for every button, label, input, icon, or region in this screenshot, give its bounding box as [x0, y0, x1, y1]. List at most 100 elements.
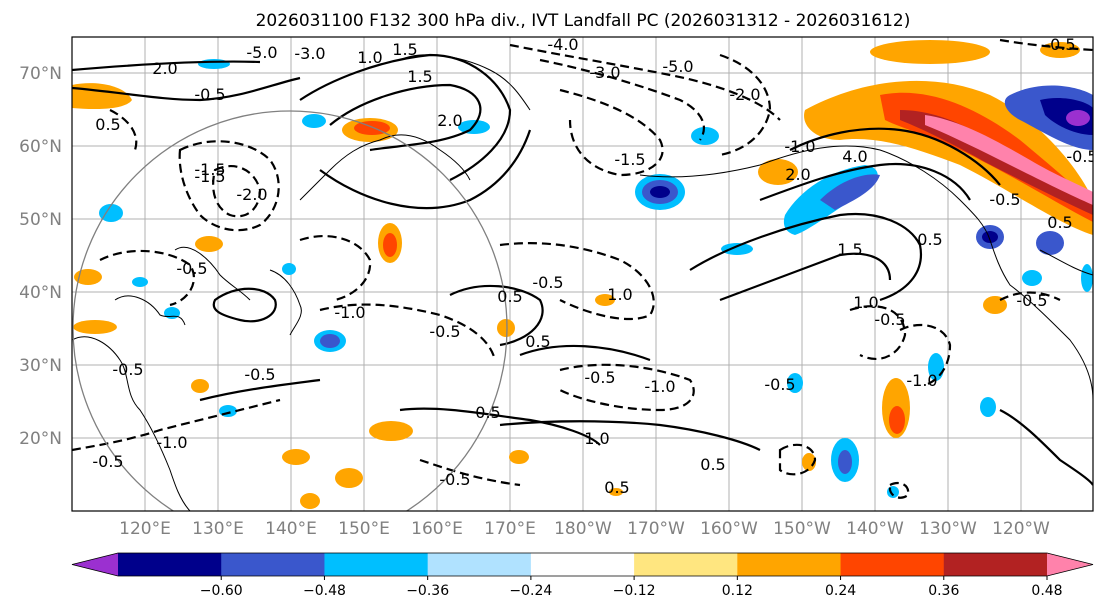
contour-label: -2.0: [236, 185, 267, 204]
contour-label: 0.5: [917, 230, 942, 249]
lon-label: 170°E: [484, 519, 536, 539]
contour-label: -0.5: [429, 322, 460, 341]
lat-label: 40°N: [19, 283, 62, 303]
contour-label: 2.0: [785, 165, 810, 184]
contour-label: 0.5: [604, 478, 629, 497]
lat-label: 70°N: [19, 64, 62, 84]
lon-label: 120°E: [119, 519, 171, 539]
contour-label: 1.5: [837, 240, 862, 259]
lon-label: 140°W: [846, 519, 904, 539]
colorbar-segment: [324, 553, 429, 576]
negative-contours: [72, 38, 1093, 499]
colorbar-segment: [427, 553, 532, 576]
contour-label: 1.0: [357, 48, 382, 67]
lon-label: 120°W: [992, 519, 1050, 539]
contour-label: -4.0: [547, 35, 578, 54]
divergence-fill: [72, 40, 1093, 509]
lon-label: 130°W: [919, 519, 977, 539]
colorbar-segment: [118, 553, 222, 576]
lat-label: 60°N: [19, 137, 62, 157]
colorbar-tick-label: −0.12: [613, 583, 656, 599]
lon-label: 150°E: [338, 519, 390, 539]
contour-label: 0.5: [95, 115, 120, 134]
contour-label: -0.5: [244, 365, 275, 384]
contour-label: -1.5: [194, 167, 225, 186]
colorbar-segment: [634, 553, 738, 576]
contour-label: 4.0: [842, 147, 867, 166]
contour-label: -1.0: [644, 377, 675, 396]
colorbar-segment: [737, 553, 842, 576]
contour-label: -0.5: [874, 310, 905, 329]
contour-label: 0.5: [525, 332, 550, 351]
colorbar: −0.60 −0.48 −0.36 −0.24 −0.12 0.12 0.24 0.36 0.4…: [71, 552, 1094, 599]
contour-label: 2.0: [437, 111, 462, 130]
contour-label: -0.5: [194, 85, 225, 104]
contour-label: -0.5: [439, 470, 470, 489]
contour-label: 2.0: [152, 59, 177, 78]
lon-label: 150°W: [773, 519, 831, 539]
contour-label: -1.0: [334, 303, 365, 322]
colorbar-tick-label: 0.12: [722, 583, 753, 599]
lon-label: 180°W: [554, 519, 612, 539]
lon-label: 140°E: [265, 519, 317, 539]
contour-label: -0.5: [1016, 291, 1047, 310]
contour-label: -5.0: [246, 43, 277, 62]
contour-label: -3.0: [589, 63, 620, 82]
colorbar-tick-label: −0.60: [200, 583, 243, 599]
gridlines: [72, 37, 1093, 511]
contour-label: -1.5: [194, 160, 225, 179]
landfall-region-circle: [72, 110, 508, 511]
contour-label: 1.5: [392, 40, 417, 59]
contour-label: -0.5: [764, 375, 795, 394]
contour-label: -0.5: [989, 190, 1020, 209]
colorbar-tick-label: 0.36: [928, 583, 959, 599]
contour-label: 1.5: [407, 67, 432, 86]
contour-label: -0.5: [532, 273, 563, 292]
colorbar-segment: [221, 553, 325, 576]
colorbar-segment: [530, 553, 635, 576]
contour-label: -1.5: [614, 150, 645, 169]
positive-contours: [72, 53, 1093, 486]
contour-label: -1.0: [906, 371, 937, 390]
latitude-labels: 70°N 60°N 50°N 40°N 30°N 20°N: [19, 64, 62, 449]
contour-label: -0.5: [92, 452, 123, 471]
plot-title: 2026031100 F132 300 hPa div., IVT Landfa…: [256, 11, 911, 31]
contour-label: 1.0: [584, 429, 609, 448]
colorbar-tick-label: −0.48: [303, 583, 346, 599]
contour-label: 0.5: [475, 403, 500, 422]
contour-label: -5.0: [662, 57, 693, 76]
longitude-labels: 120°E 130°E 140°E 150°E 160°E 170°E 180°…: [119, 519, 1050, 539]
lon-label: 160°W: [700, 519, 758, 539]
colorbar-tick-label: −0.36: [406, 583, 449, 599]
contour-label: 1.0: [607, 285, 632, 304]
colorbar-tick-label: 0.24: [825, 583, 856, 599]
colorbar-tick-label: 0.48: [1031, 583, 1062, 599]
colorbar-extend-low: [72, 553, 118, 576]
contour-label: -0.5: [176, 259, 207, 278]
lon-label: 130°E: [192, 519, 244, 539]
contour-labels: 2.0 -0.5 -5.0 -3.0 1.0 1.5 0.5 -4.0 -3.0…: [92, 35, 1097, 497]
lat-label: 30°N: [19, 356, 62, 376]
colorbar-extend-high: [1047, 553, 1093, 576]
contour-label: -3.0: [294, 44, 325, 63]
contour-label: -0.5: [584, 368, 615, 387]
lon-label: 160°E: [411, 519, 463, 539]
colorbar-segment: [943, 553, 1048, 576]
colorbar-tick-label: −0.24: [509, 583, 552, 599]
lat-label: 20°N: [19, 429, 62, 449]
map-panel: 2.0 -0.5 -5.0 -3.0 1.0 1.5 0.5 -4.0 -3.0…: [71, 35, 1097, 512]
contour-label: 1.0: [853, 293, 878, 312]
contour-label: 0.5: [1047, 213, 1072, 232]
contour-label: -1.0: [784, 137, 815, 156]
colorbar-segment: [840, 553, 945, 576]
contour-label: -0.5: [1044, 35, 1075, 54]
contour-label: -0.5: [112, 360, 143, 379]
lat-label: 50°N: [19, 210, 62, 230]
contour-label: 0.5: [700, 455, 725, 474]
contour-label: 0.5: [497, 287, 522, 306]
contour-label: -2.0: [729, 85, 760, 104]
contour-label: -1.0: [156, 433, 187, 452]
lon-label: 170°W: [627, 519, 685, 539]
contour-label: -0.5: [1066, 147, 1097, 166]
